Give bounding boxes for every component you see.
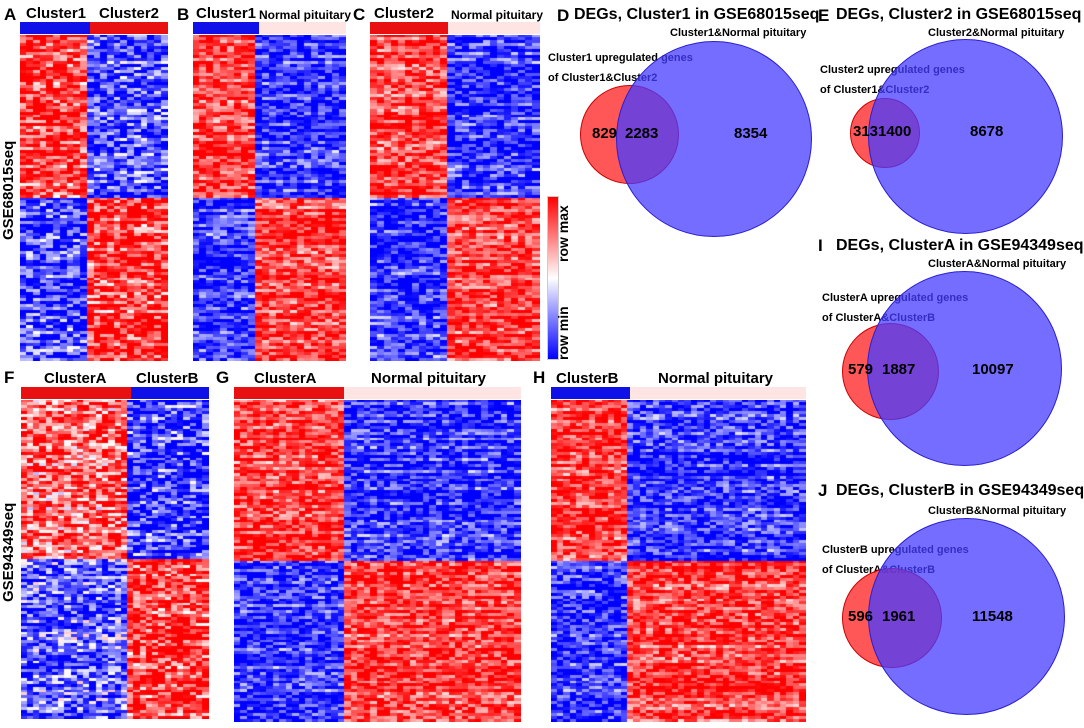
heatmap-panel-c [370,35,540,361]
venn-d-small-set-label-line2: of Cluster1&Cluster2 [548,72,658,84]
venn-i-big-circle [867,271,1062,466]
legend-min-label: row min [555,306,571,360]
panel-f-group2-strip [131,387,209,399]
panel-label-i: I [818,236,823,255]
venn-i-overlap-count: 1887 [882,361,916,378]
panel-label-g: G [216,368,230,387]
panel-f-group2-label: ClusterB [136,370,199,387]
panel-label-j: J [818,481,828,500]
panel-c-group1-label: Cluster2 [374,5,435,22]
venn-j-big-circle [868,518,1065,715]
panel-label-e: E [818,6,830,25]
venn-j-title: DEGs, ClusterB in GSE94349seq [836,482,1084,499]
panel-g-group1-strip [234,387,344,399]
panel-b-group2-strip [259,22,346,34]
panel-f-group1-strip [21,387,131,399]
panel-h-group1-strip [551,387,630,399]
panel-label-c: C [353,5,366,24]
venn-d-big-circle [616,41,812,237]
panel-a-group2-strip [90,22,168,34]
venn-j-right-count: 11548 [972,608,1013,625]
venn-j-overlap-count: 1961 [882,608,916,625]
panel-g-group2-label: Normal pituitary [371,370,487,387]
venn-e-big-circle [868,39,1063,234]
panel-b-group2-label: Normal pituitary [259,8,352,22]
venn-i-right-count: 10097 [972,361,1014,378]
venn-j-big-set-label: ClusterB&Normal pituitary [928,505,1067,517]
panel-a-group1-strip [20,22,90,34]
venn-e-overlap-count: 1400 [878,123,912,140]
heatmap-panel-a [20,35,168,361]
venn-d-title: DEGs, Cluster1 in GSE68015seq [574,6,820,23]
venn-j-left-count: 596 [848,608,874,625]
panel-g-group2-strip [344,387,521,399]
panel-b-group1-strip [193,22,259,34]
panel-label-a: A [4,5,17,24]
heatmap-panel-g [234,400,521,722]
venn-i-big-set-label: ClusterA&Normal pituitary [928,258,1067,270]
panel-b-group1-label: Cluster1 [196,5,257,22]
panel-c-group2-label: Normal pituitary [451,8,544,22]
venn-d-right-count: 8354 [734,125,768,142]
panel-c-group1-strip [370,22,448,34]
venn-e-title: DEGs, Cluster2 in GSE68015seq [836,6,1082,23]
panel-label-b: B [177,5,190,24]
heatmap-panel-b [193,35,346,361]
panel-h-group1-label: ClusterB [556,370,619,387]
panel-label-h: H [533,368,546,387]
panel-c-group2-strip [448,22,540,34]
panel-a-group1-label: Cluster1 [26,5,87,22]
panel-h-group2-strip [630,387,806,399]
venn-i-left-count: 579 [848,361,874,378]
panel-a-group2-label: Cluster2 [99,5,160,22]
panel-label-d: D [557,6,570,25]
venn-e-left-count: 313 [853,123,879,140]
dataset-label-gse94349: GSE94349seq [0,502,17,602]
venn-d-big-set-label: Cluster1&Normal pituitary [670,27,807,39]
panel-f-group1-label: ClusterA [44,370,107,387]
venn-e-right-count: 8678 [970,123,1004,140]
panel-label-f: F [4,368,15,387]
heatmap-panel-f [21,400,209,719]
panel-g-group1-label: ClusterA [254,370,317,387]
venn-e-big-set-label: Cluster2&Normal pituitary [928,27,1065,39]
venn-i-title: DEGs, ClusterA in GSE94349seq [836,237,1084,254]
panel-h-group2-label: Normal pituitary [658,370,774,387]
venn-d-left-count: 829 [592,125,618,142]
color-scale-legend [547,196,559,360]
dataset-label-gse68015: GSE68015seq [0,140,17,240]
venn-d-overlap-count: 2283 [625,125,659,142]
heatmap-panel-h [551,400,806,722]
legend-max-label: row max [555,205,571,262]
